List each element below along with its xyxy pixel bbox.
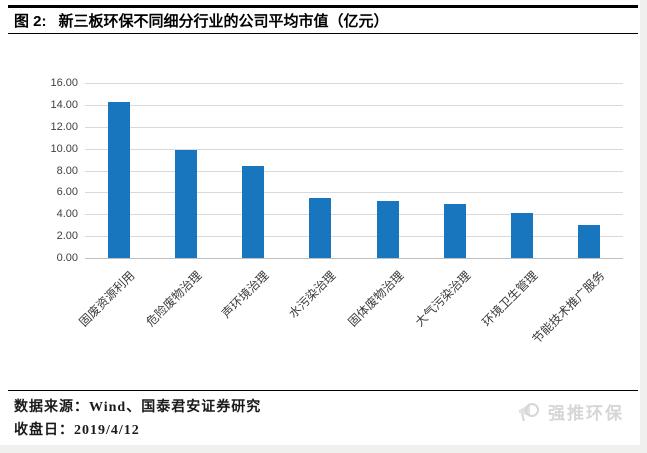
x-category-label: 危险废物治理 bbox=[143, 268, 205, 330]
y-tick-label: 4.00 bbox=[56, 208, 78, 221]
close-date-line: 收盘日：2019/4/12 bbox=[14, 419, 140, 439]
axis-baseline bbox=[85, 258, 623, 259]
figure-title: 新三板环保不同细分行业的公司平均市值（亿元） bbox=[58, 13, 389, 30]
title-underline bbox=[8, 33, 638, 34]
y-tick-label: 16.00 bbox=[50, 77, 78, 89]
gridline bbox=[85, 148, 623, 150]
data-source-line: 数据来源：Wind、国泰君安证券研究 bbox=[14, 396, 261, 416]
top-rule bbox=[8, 5, 638, 8]
gridline bbox=[85, 236, 623, 238]
figure-title-row: 图 2: 新三板环保不同细分行业的公司平均市值（亿元） bbox=[14, 10, 630, 31]
watermark-text: 强推环保 bbox=[548, 404, 624, 423]
bar bbox=[511, 213, 534, 258]
bar bbox=[242, 166, 265, 258]
bar bbox=[107, 101, 130, 258]
y-tick-label: 6.00 bbox=[56, 186, 78, 199]
x-category-label: 声环境治理 bbox=[219, 268, 272, 321]
close-date-value: 2019/4/12 bbox=[74, 423, 140, 438]
x-category-label: 环境卫生管理 bbox=[479, 268, 541, 330]
y-tick-label: 0.00 bbox=[56, 252, 78, 264]
figure-panel: 图 2: 新三板环保不同细分行业的公司平均市值（亿元） 0.00 2.00 4.00… bbox=[0, 0, 640, 445]
gridline bbox=[85, 170, 623, 172]
gridline bbox=[85, 192, 623, 194]
x-category-label: 大气污染治理 bbox=[412, 268, 474, 330]
bar bbox=[174, 149, 197, 258]
gridline bbox=[85, 104, 623, 106]
x-category-label: 固废资源利用 bbox=[76, 268, 137, 330]
figure-label: 图 2: bbox=[14, 13, 47, 30]
megaphone-icon bbox=[516, 401, 542, 423]
gridline bbox=[85, 83, 623, 84]
bar bbox=[309, 197, 332, 258]
y-tick-label: 10.00 bbox=[50, 142, 78, 155]
bar bbox=[443, 204, 466, 258]
bar-chart: 0.00 2.00 4.00 6.00 8.00 10.00 12.00 14.00 16.00… bbox=[50, 77, 623, 346]
data-source-label: 数据来源： bbox=[14, 400, 89, 415]
y-tick-label: 2.00 bbox=[56, 230, 78, 243]
bar bbox=[376, 201, 399, 258]
data-source-value: Wind、国泰君安证券研究 bbox=[89, 400, 262, 415]
close-date-label: 收盘日： bbox=[14, 423, 74, 438]
gridline bbox=[85, 214, 623, 216]
y-tick-label: 12.00 bbox=[50, 120, 78, 133]
bar bbox=[578, 225, 601, 258]
gridline bbox=[85, 126, 623, 128]
y-tick-label: 14.00 bbox=[50, 98, 78, 111]
watermark: 强推环保 bbox=[516, 399, 624, 424]
footer-divider bbox=[8, 390, 638, 391]
x-category-label: 水污染治理 bbox=[286, 268, 339, 321]
y-tick-label: 8.00 bbox=[56, 164, 78, 177]
x-category-label: 固体废物治理 bbox=[345, 268, 406, 330]
